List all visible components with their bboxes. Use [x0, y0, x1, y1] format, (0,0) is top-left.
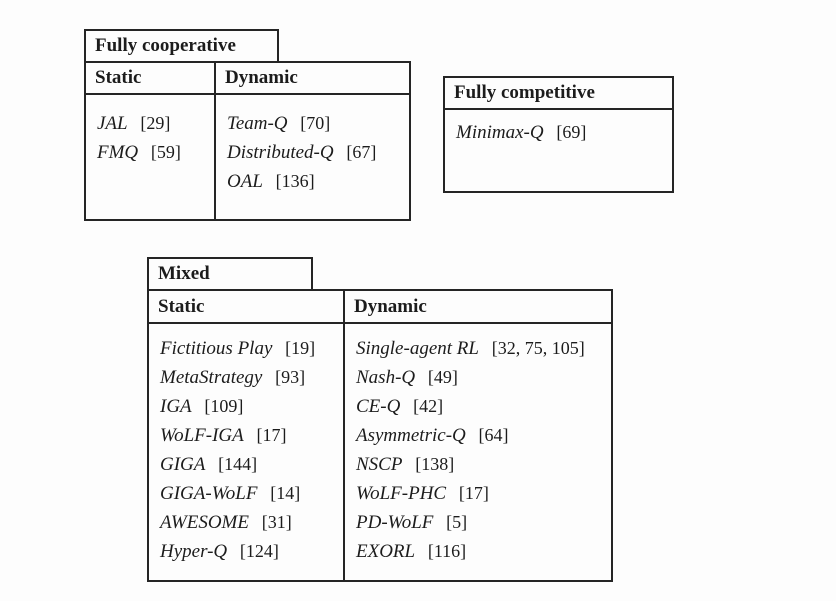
algorithm-entry: Hyper-Q [124] [160, 537, 343, 566]
algorithm-entry: WoLF-PHC [17] [356, 479, 611, 508]
algorithm-name: Nash-Q [356, 367, 416, 388]
citation-ref: [42] [413, 396, 444, 416]
algorithm-name: Minimax-Q [456, 122, 544, 143]
algorithm-name: Team-Q [227, 113, 288, 134]
citation-ref: [17] [458, 483, 489, 503]
algorithm-entry: IGA [109] [160, 392, 343, 421]
citation-ref: [29] [140, 113, 171, 133]
coop-static-column: JAL [29] FMQ [59] [86, 95, 216, 219]
algorithm-name: IGA [160, 396, 192, 417]
citation-ref: [32, 75, 105] [491, 338, 585, 358]
competitive-column: Minimax-Q [69] [445, 110, 672, 191]
mixed-dynamic-header: Dynamic [345, 291, 611, 324]
citation-ref: [19] [285, 338, 316, 358]
algorithm-entry: Distributed-Q [67] [227, 138, 409, 167]
citation-ref: [109] [204, 396, 244, 416]
citation-ref: [5] [446, 512, 468, 532]
citation-ref: [70] [300, 113, 331, 133]
algorithm-name: JAL [97, 113, 128, 134]
algorithm-entry: CE-Q [42] [356, 392, 611, 421]
algorithm-entry: MetaStrategy [93] [160, 363, 343, 392]
fully-competitive-table: Fully competitive Minimax-Q [69] [443, 76, 674, 193]
algorithm-entry: NSCP [138] [356, 450, 611, 479]
algorithm-name: CE-Q [356, 396, 401, 417]
citation-ref: [59] [150, 142, 181, 162]
algorithm-name: Hyper-Q [160, 541, 228, 562]
algorithm-entry: Team-Q [70] [227, 109, 409, 138]
citation-ref: [93] [275, 367, 306, 387]
algorithm-name: NSCP [356, 454, 403, 475]
fully-cooperative-table: Static Dynamic JAL [29] FMQ [59] Team-Q … [84, 61, 411, 221]
algorithm-entry: WoLF-IGA [17] [160, 421, 343, 450]
algorithm-name: Distributed-Q [227, 142, 334, 163]
coop-static-header: Static [86, 63, 216, 95]
citation-ref: [138] [415, 454, 455, 474]
mixed-table: Static Dynamic Fictitious Play [19] Meta… [147, 289, 613, 582]
algorithm-name: Fictitious Play [160, 338, 273, 359]
citation-ref: [136] [275, 171, 315, 191]
algorithm-entry: Fictitious Play [19] [160, 334, 343, 363]
algorithm-entry: GIGA [144] [160, 450, 343, 479]
algorithm-entry: Minimax-Q [69] [456, 118, 672, 147]
mixed-static-header: Static [149, 291, 345, 324]
mixed-title-tab: Mixed [147, 257, 313, 291]
algorithm-entry: Nash-Q [49] [356, 363, 611, 392]
citation-ref: [69] [556, 122, 587, 142]
citation-ref: [67] [346, 142, 377, 162]
algorithm-name: WoLF-PHC [356, 483, 447, 504]
algorithm-name: PD-WoLF [356, 512, 434, 533]
coop-dynamic-header: Dynamic [216, 63, 409, 95]
algorithm-name: OAL [227, 171, 263, 192]
algorithm-name: GIGA-WoLF [160, 483, 258, 504]
citation-ref: [124] [239, 541, 279, 561]
mixed-dynamic-column: Single-agent RL [32, 75, 105] Nash-Q [49… [345, 324, 611, 580]
citation-ref: [14] [270, 483, 301, 503]
mixed-title: Mixed [158, 263, 210, 284]
algorithm-name: FMQ [97, 142, 139, 163]
algorithm-entry: GIGA-WoLF [14] [160, 479, 343, 508]
algorithm-name: AWESOME [160, 512, 249, 533]
fully-competitive-title: Fully competitive [445, 78, 672, 110]
algorithm-name: MetaStrategy [160, 367, 263, 388]
citation-ref: [144] [218, 454, 258, 474]
algorithm-entry: FMQ [59] [97, 138, 214, 167]
fully-cooperative-title-tab: Fully cooperative [84, 29, 279, 63]
citation-ref: [64] [478, 425, 509, 445]
algorithm-entry: OAL [136] [227, 167, 409, 196]
algorithm-entry: PD-WoLF [5] [356, 508, 611, 537]
algorithm-name: Asymmetric-Q [356, 425, 466, 446]
algorithm-name: WoLF-IGA [160, 425, 244, 446]
citation-ref: [49] [427, 367, 458, 387]
citation-ref: [17] [256, 425, 287, 445]
algorithm-entry: Asymmetric-Q [64] [356, 421, 611, 450]
fully-cooperative-title: Fully cooperative [95, 35, 236, 56]
algorithm-entry: EXORL [116] [356, 537, 611, 566]
mixed-static-column: Fictitious Play [19] MetaStrategy [93] I… [149, 324, 345, 580]
algorithm-name: GIGA [160, 454, 206, 475]
algorithm-entry: JAL [29] [97, 109, 214, 138]
citation-ref: [31] [261, 512, 292, 532]
algorithm-name: Single-agent RL [356, 338, 479, 359]
algorithm-entry: AWESOME [31] [160, 508, 343, 537]
algorithm-name: EXORL [356, 541, 416, 562]
citation-ref: [116] [427, 541, 467, 561]
coop-dynamic-column: Team-Q [70] Distributed-Q [67] OAL [136] [216, 95, 409, 219]
algorithm-entry: Single-agent RL [32, 75, 105] [356, 334, 611, 363]
